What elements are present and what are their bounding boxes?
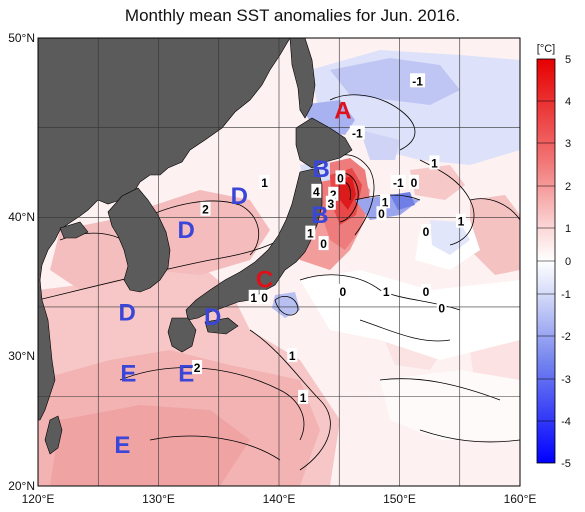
colorbar-tick-minus2: -2: [561, 331, 571, 343]
contour-label-bg: [200, 201, 211, 216]
contour-label: 0: [340, 285, 347, 299]
colorbar-tick-minus4: -4: [561, 416, 571, 428]
contour-label-bg: [192, 360, 203, 375]
region-label-d: D: [178, 217, 195, 244]
contour-label: 0: [261, 291, 268, 305]
contour-label: 1: [431, 156, 438, 170]
contour-label: 0: [337, 171, 344, 185]
colorbar-tick-2: 2: [565, 181, 571, 193]
contour-label-bg: [376, 206, 387, 221]
shikoku: [204, 317, 239, 335]
colorbar-tick-3: 3: [565, 138, 571, 150]
contour-label-bg: [259, 289, 270, 304]
contour-label-bg: [408, 174, 419, 189]
region-label-d: D: [231, 183, 248, 210]
lon-tick-160: 160°E: [504, 492, 537, 506]
contour-label: -1: [412, 74, 423, 88]
lon-tick-140: 140°E: [263, 492, 296, 506]
colorbar-tick-minus5: -5: [561, 458, 571, 470]
contour-label: 2: [194, 361, 201, 375]
taiwan: [44, 415, 63, 455]
contour-label-bg: [455, 213, 466, 228]
sakhalin: [289, 38, 316, 119]
contour-label: 1: [250, 291, 257, 305]
contour-label: 2: [330, 188, 337, 202]
contour-label-bg: [335, 170, 346, 185]
kyushu: [167, 317, 197, 353]
contour-label-bg: [259, 174, 270, 189]
contour-label-bg: [328, 186, 339, 201]
contour-label-bg: [298, 389, 309, 404]
neutral-anomaly-fields: [300, 220, 520, 440]
hokkaido: [295, 117, 353, 169]
contour-label: 2: [202, 203, 209, 217]
korean-peninsula: [107, 187, 171, 293]
contour-label: 4: [313, 185, 320, 199]
region-label-e: E: [120, 361, 136, 388]
region-label-e: E: [178, 361, 194, 388]
colorbar-tick-5: 5: [565, 54, 571, 66]
contour-label-bg: [429, 155, 440, 170]
lat-tick-30: 30°N: [8, 349, 35, 363]
contour-label-bg: [337, 283, 348, 298]
land-masses: [38, 38, 353, 455]
lon-tick-120: 120°E: [22, 492, 55, 506]
region-labels: A BB C D D D D E E E: [114, 98, 351, 460]
contour-label: 1: [261, 176, 268, 190]
contour-label: 0: [423, 225, 430, 239]
region-label-a: A: [334, 98, 351, 125]
contour-label: -1: [393, 176, 404, 190]
contour-label-bg: [421, 283, 432, 298]
contour-label: 0: [378, 207, 385, 221]
lat-tick-40: 40°N: [8, 210, 35, 224]
contour-label: 0: [423, 285, 430, 299]
lat-tick-50: 50°N: [8, 31, 35, 45]
colorbar-unit: [°C]: [537, 43, 555, 55]
contour-label: 0: [320, 237, 327, 251]
contour-label: -1: [352, 127, 363, 141]
contour-label-bg: [381, 283, 392, 298]
map-title: Monthly mean SST anomalies for Jun. 2016…: [124, 6, 461, 25]
colorbar: [°C] 5 4 3 2 1 0 -1 -2 -3 -4 -5: [536, 43, 571, 470]
region-label-d: D: [118, 299, 135, 326]
contour-label: 0: [438, 301, 445, 315]
contour-label-bg: [311, 183, 322, 198]
contour-label: 1: [307, 227, 314, 241]
region-label-b: B: [313, 156, 330, 183]
contour-label-bg: [436, 300, 447, 315]
region-label-d: D: [204, 304, 221, 331]
lat-tick-20: 20°N: [8, 479, 35, 493]
contour-label-bg: [421, 224, 432, 239]
contour-label: 0: [411, 176, 418, 190]
colorbar-tick-minus1: -1: [561, 289, 571, 301]
colorbar-tick-1: 1: [565, 223, 571, 235]
colorbar-tick-4: 4: [565, 96, 571, 108]
region-label-e: E: [114, 432, 130, 459]
lon-tick-150: 150°E: [383, 492, 416, 506]
contour-label-bg: [410, 73, 426, 88]
contour-label: 1: [458, 215, 465, 229]
colorbar-tick-minus3: -3: [561, 374, 571, 386]
map-frame: [37, 37, 521, 487]
contour-label: 1: [382, 195, 389, 209]
lon-tick-130: 130°E: [142, 492, 175, 506]
contour-label-bg: [390, 174, 406, 189]
contour-label: 3: [327, 197, 334, 211]
contour-label-bg: [287, 348, 298, 363]
region-label-b: B: [311, 202, 328, 229]
contour-label-bg: [380, 194, 391, 209]
contour-label-bg: [305, 225, 316, 240]
contour-label-bg: [248, 289, 259, 304]
contour-label: 1: [383, 285, 390, 299]
contour-label-bg: [325, 195, 336, 210]
contour-label: 1: [300, 391, 307, 405]
contour-label-bg: [318, 236, 329, 251]
colorbar-tick-0: 0: [565, 256, 571, 268]
contour-label: 1: [289, 349, 296, 363]
contour-label-bg: [349, 125, 365, 140]
region-label-c: C: [256, 266, 273, 293]
